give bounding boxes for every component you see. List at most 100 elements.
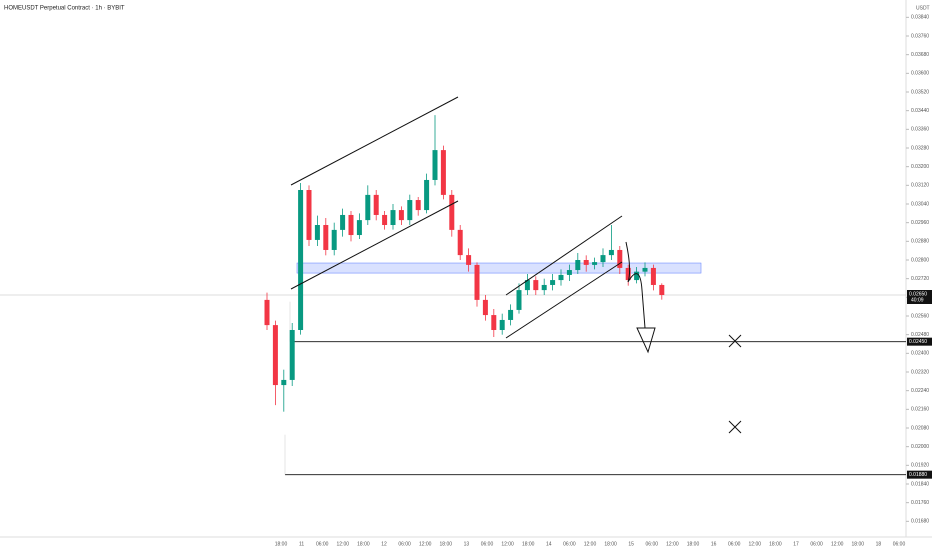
x-tick-label: 12:00 — [419, 541, 432, 547]
trend-line — [290, 200, 459, 290]
candle-body — [617, 249, 623, 268]
y-tick-label: 0.02000 — [911, 444, 929, 450]
candle-body — [575, 260, 581, 271]
y-tick-label: 0.02560 — [911, 313, 929, 319]
arrow-head — [636, 327, 656, 354]
candle-body — [340, 214, 346, 230]
candle-body — [373, 194, 379, 215]
y-tick-label: 0.01840 — [911, 481, 929, 487]
drawings — [290, 96, 742, 434]
candle-body — [424, 179, 430, 211]
trend-line — [290, 96, 459, 186]
candle-body — [298, 190, 304, 330]
candle-body — [558, 274, 564, 281]
candle-body — [356, 220, 362, 236]
y-tick-label: 0.01920 — [911, 463, 929, 469]
x-tick-label: 06:00 — [481, 541, 494, 547]
x-tick-label: 18:00 — [687, 541, 700, 547]
x-tick-label: 06:00 — [810, 541, 823, 547]
candle-body — [432, 150, 438, 180]
candle-body — [524, 280, 530, 291]
currency-label: USDT — [916, 5, 930, 11]
candle-body — [382, 214, 388, 225]
candle-body — [365, 194, 371, 221]
candle-body — [348, 214, 354, 236]
candle-body — [508, 309, 514, 320]
candle-body — [482, 299, 488, 316]
candle-body — [533, 280, 539, 291]
candle-body — [541, 284, 547, 291]
x-tick-label: 12:00 — [501, 541, 514, 547]
x-tick-label: 18 — [876, 541, 882, 547]
level-label: 0.02450 — [909, 339, 927, 345]
candle-body — [592, 262, 598, 265]
candle-body — [499, 319, 505, 330]
x-tick-label: 12:00 — [749, 541, 762, 547]
x-tick-label: 06:00 — [316, 541, 329, 547]
x-tick-label: 14 — [546, 541, 552, 547]
level-label: 0.01880 — [909, 472, 927, 478]
candle-body — [466, 255, 472, 265]
candle-body — [314, 225, 320, 240]
y-tick-label: 0.03440 — [911, 108, 929, 114]
trend-line — [505, 261, 623, 339]
arrow-path — [625, 241, 646, 329]
y-tick-label: 0.03360 — [911, 127, 929, 133]
last-price-tag — [907, 290, 932, 304]
y-tick-label: 0.02320 — [911, 369, 929, 375]
level-tag — [907, 337, 932, 346]
candle-body — [323, 225, 329, 250]
y-tick-label: 0.02880 — [911, 239, 929, 245]
y-tick-label: 0.03120 — [911, 183, 929, 189]
x-tick-label: 11 — [299, 541, 304, 547]
candle-body — [650, 267, 656, 285]
x-tick-label: 12:00 — [337, 541, 350, 547]
x-tick-label: 06:00 — [398, 541, 411, 547]
y-tick-label: 0.03600 — [911, 71, 929, 77]
x-tick-label: 06:00 — [728, 541, 741, 547]
x-tick-label: 12:00 — [666, 541, 679, 547]
candle-body — [457, 229, 463, 256]
candle-body — [306, 190, 312, 240]
x-tick-label: 12:00 — [584, 541, 597, 547]
y-tick-label: 0.03840 — [911, 15, 929, 21]
y-tick-label: 0.03040 — [911, 201, 929, 207]
x-tick-label: 06:00 — [563, 541, 576, 547]
candle-body — [415, 200, 421, 211]
y-tick-label: 0.02480 — [911, 332, 929, 338]
candle-body — [491, 315, 497, 330]
candle-body — [566, 270, 572, 275]
x-tick-label: 18:00 — [852, 541, 865, 547]
candle-body — [516, 290, 522, 310]
x-tick-label: 18:00 — [440, 541, 453, 547]
y-tick-label: 0.02800 — [911, 257, 929, 263]
x-mark — [728, 334, 742, 348]
x-tick-label: 12 — [381, 541, 387, 547]
x-tick-label: 18:00 — [769, 541, 782, 547]
y-tick-label: 0.02240 — [911, 388, 929, 394]
x-tick-label: 18:00 — [357, 541, 370, 547]
x-tick-label: 15 — [628, 541, 634, 547]
zone — [296, 262, 702, 274]
candle-body — [634, 271, 640, 281]
level-tag — [907, 470, 932, 479]
candle-body — [625, 267, 631, 281]
y-tick-label: 0.03280 — [911, 145, 929, 151]
x-mark — [728, 420, 742, 434]
x-tick-label: 06:00 — [893, 541, 906, 547]
y-tick-label: 0.03680 — [911, 52, 929, 58]
y-tick-label: 0.02400 — [911, 351, 929, 357]
x-tick-label: 13 — [464, 541, 470, 547]
y-tick-label: 0.02720 — [911, 276, 929, 282]
y-tick-label: 0.02080 — [911, 425, 929, 431]
candle-body — [642, 267, 648, 272]
y-tick-label: 0.03200 — [911, 164, 929, 170]
x-tick-label: 18:00 — [275, 541, 288, 547]
x-tick-label: 06:00 — [646, 541, 659, 547]
y-tick-label: 0.03760 — [911, 33, 929, 39]
candle-body — [264, 299, 270, 326]
y-tick-label: 0.02160 — [911, 407, 929, 413]
last-price-label: 0.02650 — [909, 291, 927, 297]
